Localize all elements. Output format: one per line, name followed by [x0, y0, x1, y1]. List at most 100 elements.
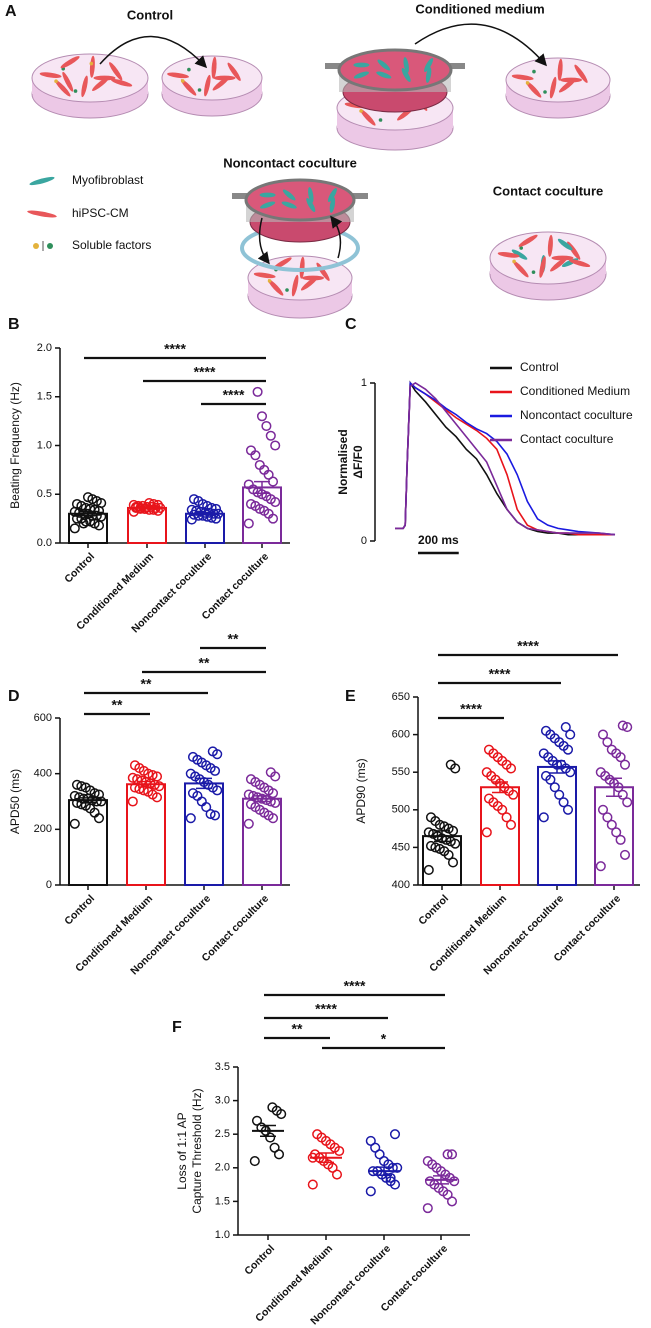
y-tick-label: 400 — [392, 879, 410, 891]
data-point — [483, 793, 495, 804]
y-tick-label: 2.5 — [215, 1128, 230, 1140]
y-tick-label: 1.0 — [215, 1229, 230, 1241]
data-point — [267, 1102, 278, 1113]
data-point — [265, 767, 276, 778]
data-point — [385, 1172, 396, 1183]
error-bar — [492, 781, 508, 794]
legend-label: Conditioned Medium — [520, 384, 630, 398]
data-point — [243, 789, 254, 800]
data-point — [622, 722, 633, 733]
factor-icon — [525, 81, 530, 85]
cell-icon — [497, 252, 520, 258]
data-point — [442, 1149, 453, 1160]
error-bar — [139, 506, 155, 510]
factor-icon — [543, 90, 547, 94]
data-point — [209, 810, 221, 821]
data-point — [619, 759, 631, 770]
arrow — [414, 23, 547, 67]
data-point — [71, 779, 83, 790]
x-tick-label: Control — [62, 893, 97, 928]
cell-icon — [557, 58, 563, 81]
error-bar — [260, 1124, 276, 1137]
dish — [247, 255, 353, 301]
data-point — [136, 775, 147, 786]
data-point — [82, 492, 94, 503]
cell-icon — [376, 71, 392, 79]
error-bar — [80, 511, 96, 517]
significance-label: **** — [164, 341, 186, 357]
data-point — [80, 800, 91, 811]
data-point — [270, 797, 281, 808]
cell-icon — [353, 71, 369, 79]
data-point — [135, 502, 146, 513]
data-point — [128, 499, 139, 511]
error-bar — [80, 797, 96, 804]
data-point — [428, 828, 439, 839]
x-tick-label: Control — [242, 1243, 277, 1278]
data-point — [243, 818, 254, 829]
panel-label: E — [345, 688, 356, 705]
y-tick-label: 2.0 — [37, 342, 52, 354]
dish — [489, 231, 607, 285]
cell-icon — [212, 76, 230, 91]
factor-icon — [54, 79, 58, 84]
error-bar — [254, 480, 270, 495]
cell-icon — [282, 189, 296, 201]
data-point — [389, 1129, 401, 1140]
y-tick-label: 1 — [361, 377, 367, 389]
data-point — [424, 1176, 436, 1187]
data-point — [617, 789, 628, 800]
cell-icon — [569, 259, 591, 267]
data-point — [127, 796, 138, 807]
data-point — [606, 819, 617, 830]
error-bar — [549, 760, 565, 774]
data-point — [270, 440, 281, 451]
cell-icon — [550, 257, 568, 272]
data-point — [245, 774, 257, 785]
data-point — [602, 737, 613, 748]
factor-icon — [180, 79, 185, 83]
error-bar — [138, 780, 154, 788]
y-tick-label: 600 — [34, 712, 52, 724]
cell-icon — [109, 62, 123, 81]
data-point — [501, 812, 512, 823]
cell-icon — [81, 75, 88, 98]
cell-icon — [180, 79, 197, 96]
cell-icon — [62, 71, 74, 92]
significance-label: **** — [517, 638, 539, 654]
cell-icon — [558, 78, 577, 93]
data-point — [205, 808, 216, 820]
data-point — [127, 772, 138, 783]
data-point — [76, 799, 87, 810]
cell-icon — [424, 57, 434, 73]
cell-icon — [167, 72, 189, 79]
data-point — [430, 842, 441, 853]
data-point — [252, 386, 263, 397]
y-axis-title: Normalised — [336, 429, 350, 494]
legend-label: Control — [520, 360, 559, 374]
data-point — [483, 744, 495, 755]
data-point — [151, 771, 163, 782]
data-point — [261, 420, 272, 432]
data-point — [93, 789, 105, 800]
factor-icon — [73, 89, 78, 93]
data-point — [265, 430, 276, 441]
data-point — [201, 802, 212, 813]
data-point — [185, 813, 196, 824]
panel-label: D — [8, 688, 20, 705]
data-point — [619, 849, 631, 860]
legend-label: Noncontact coculture — [520, 408, 633, 422]
cell-icon — [253, 272, 276, 279]
arrow — [330, 215, 343, 259]
cell-icon — [360, 109, 376, 126]
panel-label: A — [5, 3, 17, 20]
data-point — [188, 494, 200, 505]
y-axis-title: Loss of 1:1 AP — [175, 1112, 189, 1189]
data-point — [595, 767, 606, 778]
data-point — [538, 812, 549, 823]
cell-icon — [403, 57, 409, 73]
dish — [505, 57, 611, 103]
error-bar — [318, 1152, 334, 1164]
data-point — [187, 788, 199, 799]
y-tick-label: 3.5 — [215, 1061, 230, 1073]
